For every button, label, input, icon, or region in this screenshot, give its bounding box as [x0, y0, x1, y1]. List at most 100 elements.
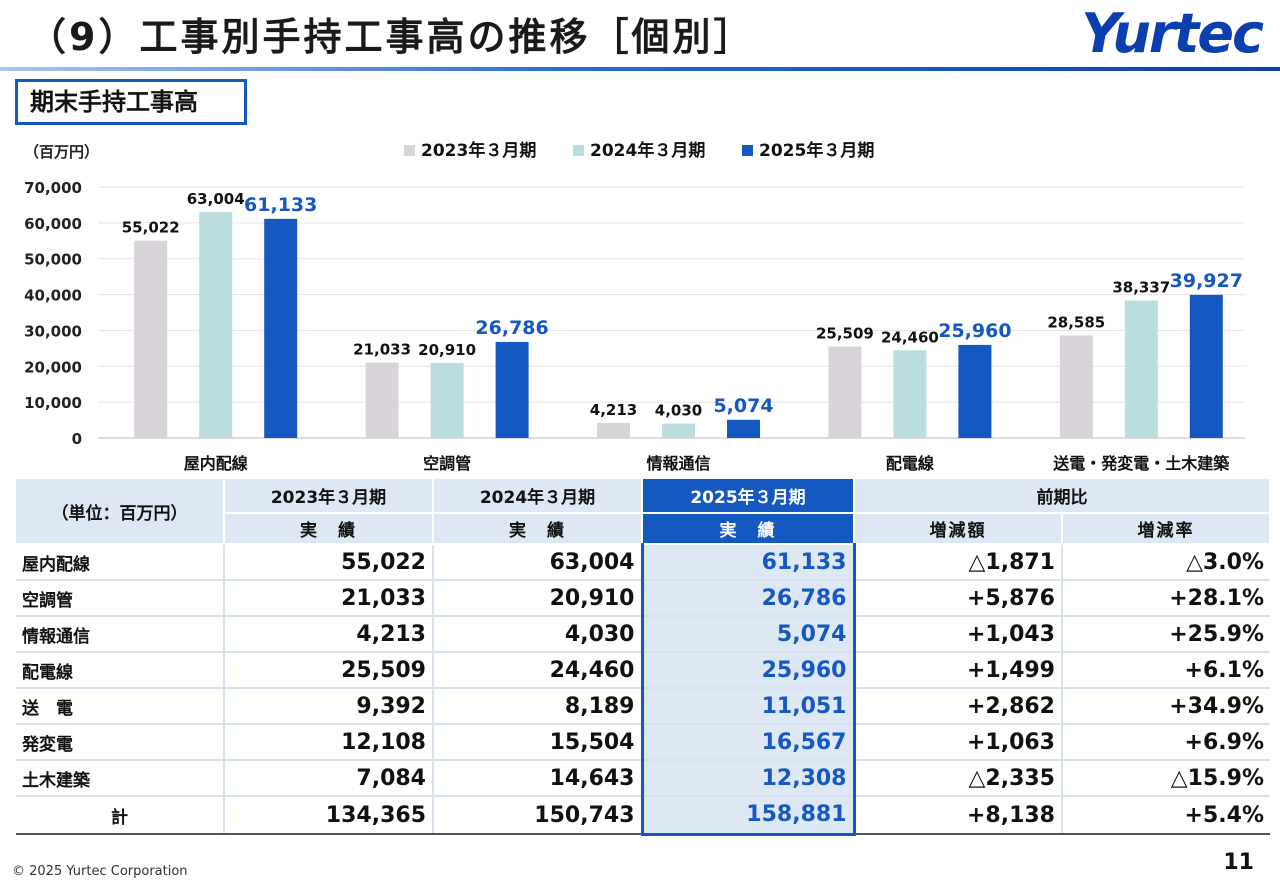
table-row: 情報通信 4,213 4,030 5,074 +1,043 +25.9%	[16, 616, 1270, 653]
bar	[1124, 300, 1158, 438]
table-row: 屋内配線 55,022 63,004 61,133 △1,871 △3.0%	[16, 544, 1270, 581]
data-label: 61,133	[244, 194, 317, 216]
total-row: 計 134,365 150,743 158,881 +8,138 +5.4%	[16, 795, 1270, 836]
copyright: © 2025 Yurtec Corporation	[12, 864, 188, 879]
data-label: 25,509	[816, 325, 874, 343]
table-row: 発変電 12,108 15,504 16,567 +1,063 +6.9%	[16, 724, 1270, 761]
y-tick-label: 10,000	[24, 394, 82, 412]
table-row: 配電線 25,509 24,460 25,960 +1,499 +6.1%	[16, 652, 1270, 689]
data-label: 20,910	[418, 341, 476, 359]
bar	[430, 363, 464, 438]
bar	[893, 350, 927, 438]
page-number: 11	[1223, 850, 1254, 875]
y-tick-label: 30,000	[24, 322, 82, 340]
legend-label: 2024年３月期	[590, 140, 705, 161]
cell-2023: 7,084	[223, 760, 433, 797]
row-label: 情報通信	[16, 616, 224, 653]
unit-label: （単位：百万円）	[16, 479, 225, 545]
table-row: 土木建築 7,084 14,643 12,308 △2,335 △15.9%	[16, 760, 1270, 797]
bar	[1059, 335, 1093, 438]
cell-rate: +6.1%	[1061, 652, 1270, 689]
cell-2025: 12,308	[640, 760, 856, 797]
bar	[1189, 294, 1223, 438]
cell-2023: 9,392	[223, 688, 433, 725]
cell-2025: 26,786	[640, 580, 856, 617]
subheader-diff-rate: 増減率	[1062, 513, 1271, 545]
cell-rate: △15.9%	[1061, 760, 1270, 797]
cell-rate: △3.0%	[1061, 544, 1270, 581]
cell-diff: +2,862	[853, 688, 1062, 725]
bar	[495, 341, 529, 438]
bar	[828, 346, 862, 438]
legend-swatch	[573, 145, 584, 156]
bar	[264, 218, 298, 438]
data-label: 21,033	[353, 341, 411, 359]
row-label: 空調管	[16, 580, 224, 617]
row-label: 送 電	[16, 688, 224, 725]
x-category-label: 空調管	[423, 454, 471, 473]
data-label: 4,213	[590, 401, 637, 419]
cell-2024: 15,504	[432, 724, 642, 761]
subheader-actual-2023: 実 績	[224, 513, 434, 545]
y-unit-label: （百万円）	[24, 143, 99, 161]
cell-2023: 21,033	[223, 580, 433, 617]
header-comparison: 前期比	[854, 479, 1271, 514]
cell-2024: 63,004	[432, 544, 642, 581]
cell-2024: 4,030	[432, 616, 642, 653]
header-2025: 2025年３月期	[642, 479, 855, 514]
bar	[958, 344, 992, 438]
bar-chart: （百万円） 0 10,000 20,000 30,000 40,000 50,000 60,0…	[24, 140, 1245, 473]
cell-2023: 12,108	[223, 724, 433, 761]
cell-2025: 5,074	[640, 616, 856, 653]
data-label: 5,074	[713, 395, 773, 417]
page-title: （9）工事別手持工事高の推移［個別］	[28, 15, 755, 59]
cell-2025: 61,133	[640, 544, 856, 581]
cell-2023: 4,213	[223, 616, 433, 653]
total-rate: +5.4%	[1061, 795, 1270, 835]
subheader-actual-2024: 実 績	[433, 513, 643, 545]
x-category-label: 屋内配線	[184, 454, 248, 473]
section-label: 期末手持工事高	[15, 79, 247, 125]
total-2025: 158,881	[640, 795, 856, 836]
y-tick-label: 60,000	[24, 215, 82, 233]
header-2024: 2024年３月期	[433, 479, 643, 514]
table-row: 送 電 9,392 8,189 11,051 +2,862 +34.9%	[16, 688, 1270, 725]
subheader-actual-2025: 実 績	[642, 513, 855, 545]
data-label: 55,022	[122, 219, 180, 237]
subheader-diff-amount: 増減額	[854, 513, 1063, 545]
legend-swatch	[742, 145, 753, 156]
header-2023: 2023年３月期	[224, 479, 434, 514]
data-label: 24,460	[881, 328, 939, 346]
bar	[597, 422, 630, 438]
total-diff: +8,138	[853, 795, 1062, 835]
row-label: 発変電	[16, 724, 224, 761]
company-logo: Yurtec	[1081, 2, 1264, 65]
row-label: 配電線	[16, 652, 224, 689]
data-label: 26,786	[475, 317, 548, 339]
data-table: （単位：百万円） 2023年３月期 2024年３月期 2025年３月期 前期比 …	[16, 479, 1271, 836]
bar	[727, 419, 760, 438]
cell-2025: 11,051	[640, 688, 856, 725]
legend-swatch	[404, 145, 415, 156]
y-tick-label: 40,000	[24, 287, 82, 305]
x-category-label: 送電・発変電・土木建築	[1052, 454, 1230, 473]
title-divider	[0, 67, 1280, 71]
cell-2025: 16,567	[640, 724, 856, 761]
cell-diff: +5,876	[853, 580, 1062, 617]
total-label: 計	[16, 795, 224, 835]
cell-2024: 14,643	[432, 760, 642, 797]
cell-diff: △1,871	[853, 544, 1062, 581]
legend-label: 2023年３月期	[421, 140, 536, 161]
cell-rate: +28.1%	[1061, 580, 1270, 617]
cell-2025: 25,960	[640, 652, 856, 689]
cell-2024: 8,189	[432, 688, 642, 725]
y-tick-label: 0	[72, 430, 82, 448]
bar	[199, 212, 233, 438]
x-category-label: 配電線	[886, 454, 934, 473]
cell-2023: 25,509	[223, 652, 433, 689]
cell-diff: +1,063	[853, 724, 1062, 761]
cell-diff: △2,335	[853, 760, 1062, 797]
data-label: 25,960	[938, 320, 1011, 342]
cell-2024: 24,460	[432, 652, 642, 689]
data-label: 4,030	[655, 402, 702, 420]
